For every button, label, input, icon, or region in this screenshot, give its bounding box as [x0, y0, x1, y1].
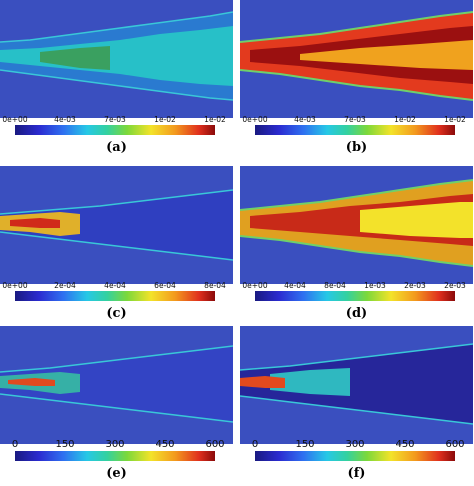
panel-caption: (c)	[106, 306, 127, 321]
panel-f: 0 150 300 450 600 (f)	[240, 326, 473, 484]
colorbar-tick: 150	[55, 439, 75, 450]
colorbar-b: 0e+00 4e-03 7e-03 1e-02 1e-02	[242, 116, 466, 135]
colorbar-tick: 6e-04	[154, 281, 176, 290]
colorbar-c: 0e+00 2e-04 4e-04 6e-04 8e-04	[2, 282, 226, 301]
colorbar-tick: 600	[445, 439, 465, 450]
colorbar-tick: 2e-04	[54, 281, 76, 290]
panel-e: 0 150 300 450 600 (e)	[0, 326, 233, 484]
colorbar-gradient	[15, 125, 215, 135]
colorbar-tick: 2e-03	[404, 281, 426, 290]
colorbar-tick: 0e+00	[242, 281, 268, 290]
colorbar-tick: 150	[295, 439, 315, 450]
colorbar-f: 0 150 300 450 600	[252, 439, 465, 461]
flow-field-plot-d	[240, 166, 473, 284]
flow-field-plot-e	[0, 326, 233, 444]
colorbar-a: 0e+00 4e-03 7e-03 1e-02 1e-02	[2, 116, 226, 135]
panel-caption: (b)	[345, 140, 368, 155]
colorbar-tick: 600	[205, 439, 225, 450]
flow-field-plot-b	[240, 0, 473, 118]
colorbar-tick: 1e-02	[204, 115, 226, 124]
panel-c: 0e+00 2e-04 4e-04 6e-04 8e-04 (c)	[0, 166, 233, 324]
panel-caption: (a)	[106, 140, 127, 155]
colorbar-tick: 1e-02	[394, 115, 416, 124]
colorbar-tick: 0e+00	[2, 115, 28, 124]
colorbar-tick: 4e-03	[54, 115, 76, 124]
panel-d: 0e+00 4e-04 8e-04 1e-03 2e-03 2e-03 (d)	[240, 166, 473, 324]
colorbar-gradient	[255, 291, 455, 301]
panel-caption: (e)	[106, 466, 127, 481]
colorbar-tick: 4e-04	[104, 281, 126, 290]
colorbar-tick: 4e-03	[294, 115, 316, 124]
colorbar-tick: 450	[395, 439, 415, 450]
colorbar-gradient	[255, 125, 455, 135]
colorbar-tick: 300	[345, 439, 365, 450]
flow-field-plot-f	[240, 326, 473, 444]
colorbar-gradient	[15, 451, 215, 461]
colorbar-tick: 1e-02	[154, 115, 176, 124]
colorbar-tick: 2e-03	[444, 281, 466, 290]
colorbar-gradient	[255, 451, 455, 461]
flow-field-plot-a	[0, 0, 233, 118]
panel-b: 0e+00 4e-03 7e-03 1e-02 1e-02 (b)	[240, 0, 473, 158]
colorbar-tick: 4e-04	[284, 281, 306, 290]
colorbar-d: 0e+00 4e-04 8e-04 1e-03 2e-03 2e-03	[242, 282, 466, 301]
colorbar-tick: 450	[155, 439, 175, 450]
colorbar-tick: 8e-04	[324, 281, 346, 290]
colorbar-e: 0 150 300 450 600	[12, 439, 225, 461]
colorbar-gradient	[15, 291, 215, 301]
colorbar-tick: 0e+00	[242, 115, 268, 124]
colorbar-tick: 1e-02	[444, 115, 466, 124]
flow-field-plot-c	[0, 166, 233, 284]
panel-caption: (f)	[347, 466, 366, 481]
panel-caption: (d)	[345, 306, 368, 321]
colorbar-tick: 0e+00	[2, 281, 28, 290]
colorbar-tick: 0	[251, 439, 259, 450]
colorbar-tick: 300	[105, 439, 125, 450]
colorbar-tick: 7e-03	[344, 115, 366, 124]
colorbar-tick: 7e-03	[104, 115, 126, 124]
panel-a: 0e+00 4e-03 7e-03 1e-02 1e-02 (a)	[0, 0, 233, 158]
colorbar-tick: 8e-04	[204, 281, 226, 290]
colorbar-tick: 1e-03	[364, 281, 386, 290]
colorbar-tick: 0	[11, 439, 19, 450]
